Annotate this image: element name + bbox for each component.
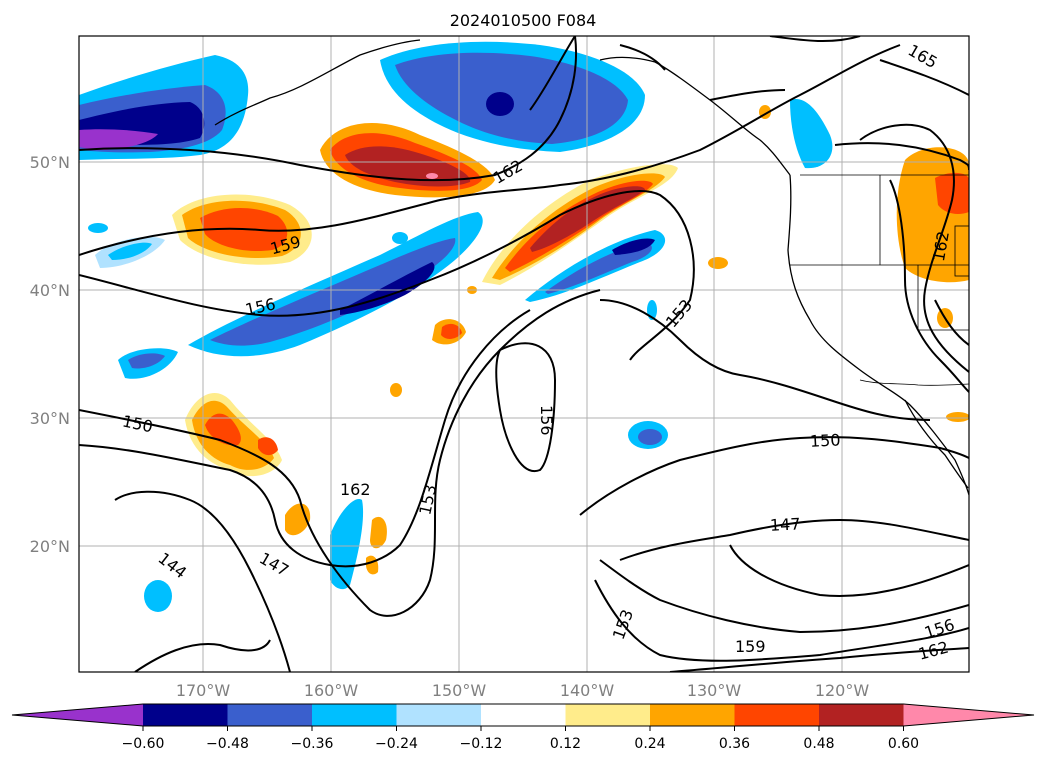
- colorbar-segment: [396, 704, 482, 726]
- contour-label: 150: [809, 430, 840, 451]
- colorbar-tick-label: −0.24: [375, 736, 418, 752]
- colorbar-tick-label: 0.24: [634, 736, 665, 752]
- colorbar-segment: [481, 704, 566, 726]
- political-boundaries: [790, 174, 969, 386]
- colorbar-segment: [819, 704, 904, 726]
- colorbar-segment: [565, 704, 651, 726]
- colorbar-ticks: −0.60 −0.48 −0.36 −0.24 −0.12 0.12 0.24 0.36 0.4…: [122, 726, 919, 752]
- lon-label: 170°W: [176, 681, 231, 700]
- longitude-labels: 170°W 160°W 150°W 140°W 130°W 120°W: [176, 681, 870, 700]
- colorbar-tick-label: 0.12: [550, 736, 581, 752]
- lat-label: 30°N: [30, 409, 70, 428]
- lat-label: 20°N: [30, 537, 70, 556]
- height-contours: [79, 36, 969, 672]
- map-title: 2024010500 F084: [450, 11, 597, 30]
- lat-label: 50°N: [30, 153, 70, 172]
- colorbar-tick-label: −0.60: [122, 736, 165, 752]
- contour-label: 159: [735, 637, 766, 656]
- positive-anomaly-shading: [172, 105, 969, 575]
- colorbar-segment: [312, 704, 397, 726]
- latitude-labels: 50°N 40°N 30°N 20°N: [30, 153, 70, 556]
- colorbar-extend-max: [903, 704, 1034, 726]
- contour-label: 156: [537, 405, 556, 436]
- map-frame: [78, 35, 970, 673]
- colorbar-tick-label: 0.60: [888, 736, 919, 752]
- colorbar-segment: [143, 704, 228, 726]
- contour-label: 162: [340, 480, 371, 499]
- lon-label: 140°W: [560, 681, 615, 700]
- colorbar-segment: [734, 704, 820, 726]
- map-panel: 165 162 159 156 153 156 150 162 153 150 …: [79, 36, 969, 672]
- colorbar-tick-label: 0.36: [719, 736, 750, 752]
- lon-label: 130°W: [687, 681, 742, 700]
- colorbar-segment: [650, 704, 735, 726]
- lat-label: 40°N: [30, 281, 70, 300]
- colorbar-tick-label: −0.48: [206, 736, 249, 752]
- lon-label: 150°W: [432, 681, 487, 700]
- colorbar-tick-label: −0.36: [291, 736, 334, 752]
- colorbar-tick-label: −0.12: [460, 736, 503, 752]
- negative-anomaly-shading: [79, 41, 833, 612]
- lon-label: 120°W: [815, 681, 870, 700]
- colorbar: [11, 703, 1035, 727]
- colorbar-extend-min: [12, 704, 143, 726]
- lon-label: 160°W: [304, 681, 359, 700]
- contour-label: 147: [769, 514, 800, 535]
- colorbar-segment: [227, 704, 313, 726]
- colorbar-tick-label: 0.48: [803, 736, 834, 752]
